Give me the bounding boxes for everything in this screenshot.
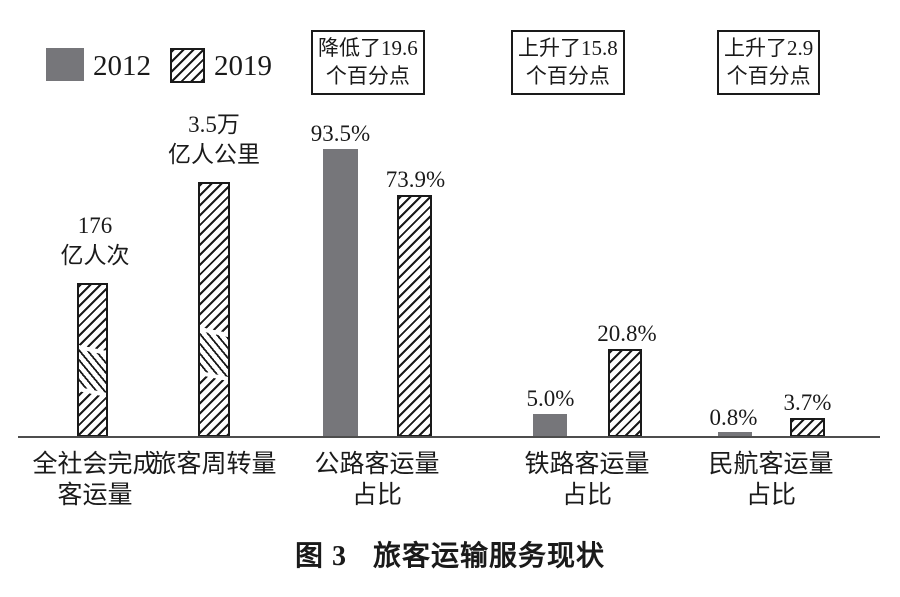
- value-label-highway-2019: 73.9%: [385, 167, 446, 192]
- category-label-aviation: 民航客运量 占比: [696, 449, 846, 512]
- value-label-railway-2012: 5.0%: [526, 386, 575, 411]
- bar-turnover-2019: [198, 182, 230, 437]
- category-line: 旅客周转量: [151, 451, 277, 478]
- category-line: 铁路客运量: [524, 451, 650, 478]
- category-line: 民航客运量: [708, 451, 834, 478]
- value-label-turnover-2019: 3.5万 亿人公里: [139, 110, 289, 170]
- axis-break-mark: [79, 344, 106, 398]
- category-line: 占比: [561, 482, 612, 510]
- legend-swatch-2012: [46, 48, 84, 81]
- annotation-line: 个百分点: [525, 63, 610, 88]
- category-line: 全社会完成: [32, 451, 158, 478]
- legend-label-2012: 2012: [93, 50, 151, 82]
- value-label-total-2019: 176 亿人次: [20, 211, 170, 271]
- bar-railway-2012: [533, 414, 567, 437]
- legend-swatch-2019: [170, 48, 205, 83]
- value-label-aviation-2012: 0.8%: [709, 405, 758, 430]
- bar-railway-2019: [608, 349, 642, 437]
- category-label-highway: 公路客运量 占比: [302, 449, 452, 512]
- bar-total-2019: [77, 283, 108, 437]
- figure-caption-title: 旅客运输服务现状: [373, 541, 606, 572]
- value-line: 亿人次: [60, 242, 130, 268]
- annotation-line: 个百分点: [325, 63, 410, 88]
- annotation-box-railway: 上升了15.8 个百分点: [511, 30, 625, 96]
- axis-break-mark: [200, 326, 228, 382]
- legend-label-2019: 2019: [214, 50, 272, 82]
- category-label-turnover: 旅客周转量: [139, 449, 289, 480]
- annotation-line: 个百分点: [726, 63, 811, 88]
- figure-caption-label: 图 3: [294, 541, 347, 572]
- value-label-highway-2012: 93.5%: [310, 121, 371, 146]
- x-axis-line: [18, 436, 880, 438]
- category-line: 占比: [351, 482, 402, 510]
- value-label-railway-2019: 20.8%: [597, 321, 657, 346]
- value-label-aviation-2019: 3.7%: [783, 390, 832, 415]
- category-line: 客运量: [57, 482, 133, 510]
- category-label-total: 全社会完成 客运量: [20, 449, 170, 512]
- annotation-line: 上升了15.8: [518, 36, 618, 60]
- category-line: 公路客运量: [314, 451, 440, 478]
- annotation-box-aviation: 上升了2.9 个百分点: [717, 30, 821, 96]
- bar-aviation-2012: [718, 432, 752, 437]
- bar-highway-2012: [323, 149, 358, 437]
- category-line: 占比: [745, 482, 796, 510]
- annotation-line: 上升了2.9: [724, 36, 814, 60]
- bar-aviation-2019: [790, 418, 825, 437]
- figure-caption: 图 3 旅客运输服务现状: [0, 534, 900, 574]
- value-line: 亿人公里: [168, 141, 260, 167]
- bar-highway-2019: [397, 195, 432, 437]
- value-line: 3.5万: [188, 112, 240, 137]
- value-line: 176: [77, 213, 113, 238]
- category-label-railway: 铁路客运量 占比: [512, 449, 662, 512]
- annotation-box-highway: 降低了19.6 个百分点: [311, 30, 425, 96]
- annotation-line: 降低了19.6: [318, 36, 418, 60]
